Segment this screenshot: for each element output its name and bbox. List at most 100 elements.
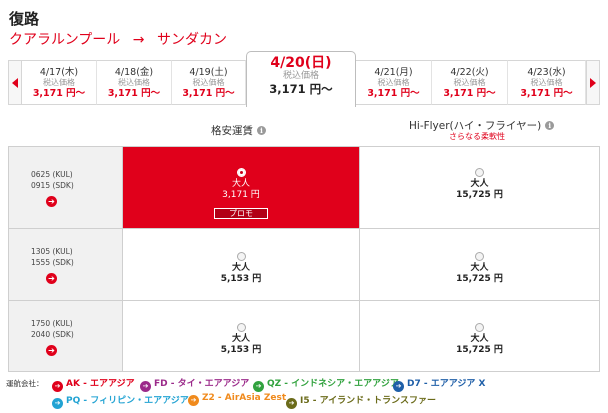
date-label: 4/22(火) — [450, 67, 489, 78]
column-subtitle: さらなる柔軟性 — [449, 132, 505, 141]
page-title: 復路 — [9, 10, 40, 28]
carrier-z2: ➔ Z2 - AirAsia Zest — [188, 393, 286, 406]
pax-label: 大人 — [231, 334, 250, 344]
flight-times: 1750 (KUL) 2040 (SDK) ➔ — [9, 301, 123, 371]
flight-times: 0625 (KUL) 0915 (SDK) ➔ — [9, 147, 123, 228]
date-price: 3,171 円～ — [367, 88, 420, 99]
departure-time: 1305 (KUL) — [31, 247, 73, 256]
fare-radio[interactable] — [236, 323, 246, 332]
time-lines: 1750 (KUL) 2040 (SDK) — [31, 318, 74, 340]
arrow-icon: ➔ — [52, 398, 63, 409]
flight-details-icon[interactable]: ➔ — [46, 273, 57, 284]
fare-low-cell[interactable]: 大人 5,153 円 — [123, 229, 360, 300]
arrow-icon: ➔ — [140, 381, 151, 392]
carrier-name: FD - タイ・エアアジア — [154, 379, 250, 389]
date-label: 4/20(日) — [270, 55, 332, 71]
fare-radio[interactable] — [236, 252, 246, 261]
column-label: 格安運賃 — [211, 125, 253, 137]
date-price: 3,171 円～ — [443, 88, 496, 99]
date-tab-0419[interactable]: 4/19(土) 税込価格 3,171 円～ — [172, 60, 246, 105]
date-tab-0417[interactable]: 4/17(木) 税込価格 3,171 円～ — [22, 60, 97, 105]
route-destination: サンダカン — [156, 32, 227, 48]
promo-badge: プロモ — [214, 208, 268, 219]
arrival-time: 1555 (SDK) — [31, 258, 74, 267]
fare-hi-cell[interactable]: 大人 15,725 円 — [360, 147, 599, 228]
date-label: 4/19(土) — [189, 67, 228, 78]
time-lines: 0625 (KUL) 0915 (SDK) — [31, 169, 74, 191]
chevron-right-icon — [590, 77, 596, 88]
fare-amount: 15,725 円 — [456, 274, 503, 284]
carrier-i5: ➔ I5 - アイランド・トランスファー — [286, 393, 436, 409]
carrier-pq: ➔ PQ - フィリピン・エアアジア — [52, 393, 189, 409]
price-caption: 税込価格 — [377, 78, 410, 87]
route: クアラルンプール → サンダカン — [9, 29, 227, 49]
carrier-name: I5 - アイランド・トランスファー — [300, 396, 436, 406]
previous-dates-button[interactable] — [8, 60, 22, 105]
column-label: Hi-Flyer(ハイ・フライヤー) — [409, 120, 542, 132]
fare-radio[interactable] — [475, 323, 484, 332]
flight-details-icon[interactable]: ➔ — [46, 196, 57, 207]
date-tab-0418[interactable]: 4/18(金) 税込価格 3,171 円～ — [97, 60, 172, 105]
price-caption: 税込価格 — [282, 71, 319, 81]
info-icon[interactable]: i — [545, 121, 555, 130]
date-label: 4/21(月) — [374, 67, 413, 78]
fare-hi-cell[interactable]: 大人 15,725 円 — [360, 301, 599, 371]
date-tab-0423[interactable]: 4/23(水) 税込価格 3,171 円～ — [508, 60, 586, 105]
column-header-hi-flyer: Hi-Flyer(ハイ・フライヤー) i — [409, 118, 555, 133]
carrier-name: AK - エアアジア — [66, 379, 135, 389]
arrival-time: 0915 (SDK) — [31, 181, 74, 190]
date-label: 4/23(水) — [527, 67, 566, 78]
arrow-icon: ➔ — [393, 381, 404, 392]
fare-amount: 5,153 円 — [220, 345, 262, 355]
column-header-low-fare: 格安運賃 i — [211, 123, 266, 138]
price-caption: 税込価格 — [192, 78, 225, 87]
table-row: 0625 (KUL) 0915 (SDK) ➔ 大人 3,171 円 プロモ 大… — [9, 147, 599, 229]
price-caption: 税込価格 — [118, 78, 150, 87]
date-price: 3,171 円～ — [182, 88, 235, 99]
arrow-icon: ➔ — [188, 395, 199, 406]
info-icon[interactable]: i — [257, 126, 266, 135]
pax-label: 大人 — [231, 179, 250, 189]
fare-amount: 15,725 円 — [456, 190, 503, 200]
fare-amount: 5,153 円 — [220, 274, 262, 284]
date-price: 3,171 円～ — [32, 88, 86, 99]
date-label: 4/17(木) — [39, 67, 79, 78]
carrier-fd: ➔ FD - タイ・エアアジア — [140, 376, 249, 392]
carrier-name: D7 - エアアジア X — [407, 379, 486, 389]
fare-hi-cell[interactable]: 大人 15,725 円 — [360, 229, 599, 300]
arrow-icon: ➔ — [253, 381, 264, 392]
route-origin: クアラルンプール — [9, 32, 121, 48]
fare-radio[interactable] — [475, 252, 484, 261]
price-caption: 税込価格 — [530, 78, 563, 87]
carrier-legend-label: 運航会社： — [6, 379, 44, 388]
time-lines: 1305 (KUL) 1555 (SDK) — [31, 246, 74, 268]
route-arrow: → — [132, 32, 145, 48]
fare-low-cell[interactable]: 大人 5,153 円 — [123, 301, 360, 371]
date-tab-0421[interactable]: 4/21(月) 税込価格 3,171 円～ — [356, 60, 432, 105]
pax-label: 大人 — [470, 334, 489, 344]
carrier-name: QZ - インドネシア・エアアジア — [267, 379, 399, 389]
fare-radio[interactable] — [475, 168, 484, 177]
carrier-d7: ➔ D7 - エアアジア X — [393, 376, 485, 392]
date-tab-0422[interactable]: 4/22(火) 税込価格 3,171 円～ — [432, 60, 508, 105]
next-dates-button[interactable] — [586, 60, 600, 105]
pax-label: 大人 — [470, 179, 489, 189]
chevron-left-icon — [12, 77, 18, 88]
date-tab-0420-selected[interactable]: 4/20(日) 税込価格 3,171 円～ — [246, 51, 356, 107]
date-label: 4/18(金) — [114, 67, 154, 78]
flight-details-icon[interactable]: ➔ — [46, 345, 57, 356]
pax-label: 大人 — [231, 263, 250, 273]
carrier-ak: ➔ AK - エアアジア — [52, 376, 135, 392]
arrival-time: 2040 (SDK) — [31, 330, 74, 339]
fare-amount: 15,725 円 — [456, 345, 503, 355]
departure-time: 0625 (KUL) — [31, 170, 73, 179]
price-caption: 税込価格 — [43, 78, 75, 87]
carrier-name: Z2 - AirAsia Zest — [202, 393, 287, 403]
date-price: 3,171 円～ — [520, 88, 573, 99]
flight-times: 1305 (KUL) 1555 (SDK) ➔ — [9, 229, 123, 300]
fare-radio[interactable] — [236, 168, 246, 177]
fare-low-cell[interactable]: 大人 3,171 円 プロモ — [123, 147, 360, 228]
carrier-qz: ➔ QZ - インドネシア・エアアジア — [253, 376, 399, 392]
date-price: 3,171 円～ — [269, 82, 333, 96]
table-row: 1305 (KUL) 1555 (SDK) ➔ 大人 5,153 円 大人 15… — [9, 229, 599, 301]
